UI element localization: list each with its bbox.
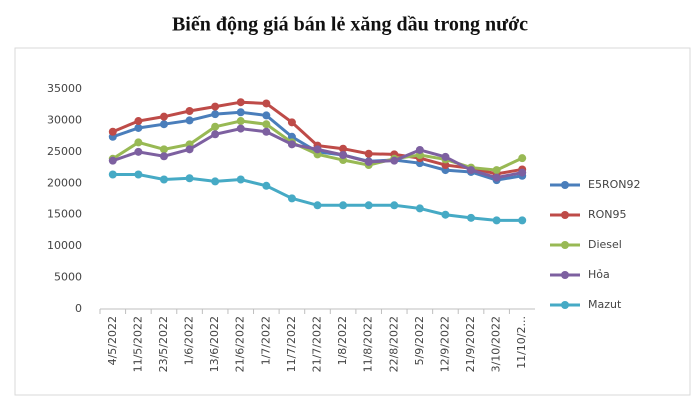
data-point — [134, 170, 143, 179]
x-tick-label: 11/10/2... — [515, 316, 528, 369]
data-point — [441, 152, 450, 161]
chart-frame — [14, 47, 691, 396]
data-point — [287, 140, 296, 149]
data-point — [159, 152, 168, 161]
data-point — [134, 117, 143, 126]
data-point — [467, 166, 476, 175]
data-point — [441, 210, 450, 219]
legend-label: RON95 — [588, 208, 627, 221]
legend-label: E5RON92 — [588, 178, 640, 191]
data-point — [211, 122, 220, 131]
x-tick-label: 21/9/2022 — [464, 316, 477, 372]
data-point — [364, 157, 373, 166]
chart-title: Biến động giá bán lẻ xăng dầu trong nước — [172, 14, 528, 36]
data-point — [159, 120, 168, 129]
data-point — [211, 177, 220, 186]
data-point — [415, 145, 424, 154]
series-line — [112, 172, 523, 222]
data-point — [262, 127, 271, 136]
data-point — [287, 194, 296, 203]
x-tick-label: 12/9/2022 — [438, 316, 451, 372]
data-point — [185, 174, 194, 183]
data-point — [134, 147, 143, 156]
x-tick-label: 11/7/2022 — [285, 316, 298, 372]
x-tick-label: 11/8/2022 — [362, 316, 375, 372]
y-tick-label: 15000 — [47, 208, 82, 221]
data-point — [159, 112, 168, 121]
x-tick-label: 21/7/2022 — [311, 316, 324, 372]
data-point — [287, 132, 296, 141]
data-point — [134, 123, 143, 132]
legend-label: Mazut — [588, 298, 622, 311]
y-tick-label: 5000 — [54, 271, 82, 284]
x-tick-label: 4/5/2022 — [106, 316, 119, 365]
data-point — [236, 117, 245, 126]
data-point — [390, 201, 399, 210]
data-point — [467, 213, 476, 222]
x-tick-label: 21/6/2022 — [234, 316, 247, 372]
y-tick-label: 35000 — [47, 82, 82, 95]
data-point — [492, 166, 501, 175]
y-tick-label: 20000 — [47, 176, 82, 189]
data-point — [185, 145, 194, 154]
y-tick-label: 30000 — [47, 113, 82, 126]
x-tick-label: 13/6/2022 — [208, 316, 221, 372]
data-point — [185, 107, 194, 115]
data-point — [441, 161, 450, 170]
legend-marker — [561, 211, 569, 219]
data-point — [339, 151, 348, 159]
data-point — [159, 175, 168, 184]
data-point — [364, 201, 373, 210]
data-point — [185, 116, 194, 125]
x-tick-label: 11/5/2022 — [131, 316, 144, 372]
data-point — [211, 102, 220, 111]
data-point — [108, 156, 117, 165]
legend-label: Diesel — [588, 238, 622, 251]
data-point — [159, 145, 168, 154]
legend-marker — [561, 241, 569, 249]
x-tick-label: 3/10/2022 — [490, 316, 503, 372]
x-tick-label: 1/8/2022 — [336, 316, 349, 365]
x-tick-label: 1/7/2022 — [259, 316, 272, 365]
data-point — [262, 181, 271, 190]
x-tick-label: 5/9/2022 — [413, 316, 426, 365]
data-point — [415, 204, 424, 213]
data-point — [339, 201, 348, 210]
data-point — [211, 130, 220, 139]
legend-marker — [561, 301, 569, 309]
data-point — [262, 99, 271, 108]
data-point — [287, 118, 296, 127]
y-tick-label: 25000 — [47, 145, 82, 158]
data-point — [236, 175, 245, 184]
y-tick-label: 0 — [75, 302, 82, 315]
data-point — [236, 124, 245, 133]
data-point — [108, 170, 117, 179]
data-point — [313, 201, 322, 210]
data-point — [262, 120, 271, 129]
data-point — [236, 108, 245, 117]
legend-marker — [561, 271, 569, 279]
x-tick-label: 22/8/2022 — [387, 316, 400, 372]
legend-label: Hỏa — [588, 268, 610, 281]
data-point — [211, 110, 220, 119]
data-point — [390, 156, 399, 165]
data-point — [236, 98, 245, 107]
x-tick-label: 1/6/2022 — [183, 316, 196, 365]
data-point — [134, 138, 143, 147]
legend-marker — [561, 181, 569, 189]
data-point — [518, 154, 527, 163]
data-point — [339, 144, 348, 153]
data-point — [492, 173, 501, 182]
data-point — [492, 216, 501, 225]
data-point — [518, 168, 527, 177]
data-point — [518, 216, 527, 225]
data-point — [364, 149, 373, 158]
data-point — [313, 145, 322, 154]
data-point — [262, 111, 271, 120]
data-point — [108, 127, 117, 136]
y-tick-label: 10000 — [47, 239, 82, 252]
x-tick-label: 23/5/2022 — [157, 316, 170, 372]
